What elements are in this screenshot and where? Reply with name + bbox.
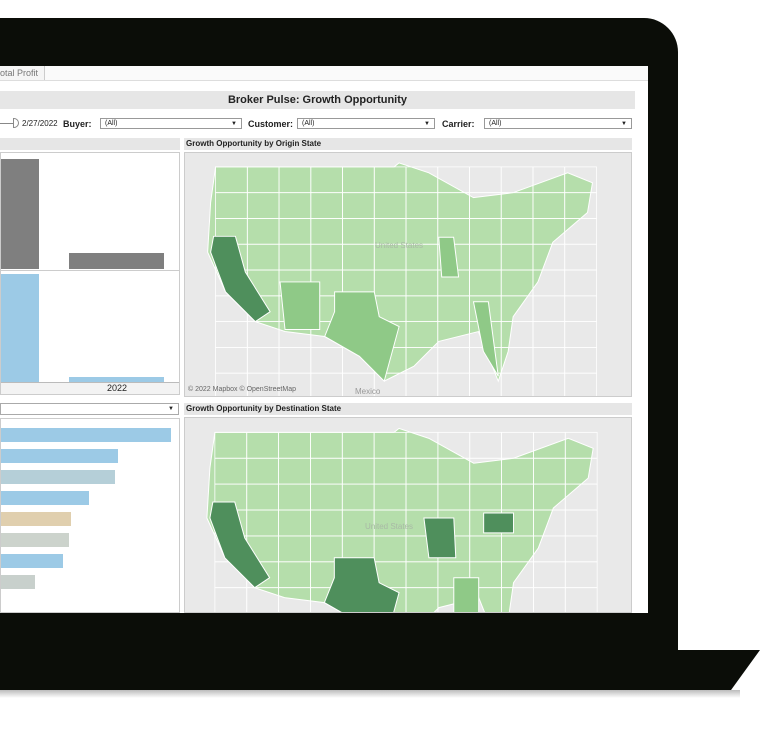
chevron-down-icon: ▼ (621, 121, 627, 127)
buyer-dropdown[interactable]: (All) ▼ (100, 118, 242, 129)
customer-label: Customer: (248, 119, 294, 129)
date-end-label: 2/27/2022 (22, 119, 58, 128)
state-shape[interactable] (423, 517, 457, 559)
hbar[interactable] (1, 533, 69, 547)
state-shape[interactable] (453, 577, 480, 612)
hbar[interactable] (1, 449, 118, 463)
date-slider-handle[interactable] (13, 118, 19, 128)
dashboard-title: Broker Pulse: Growth Opportunity (0, 91, 635, 109)
tab-total-profit[interactable]: otal Profit (0, 66, 46, 80)
state-shape[interactable] (472, 301, 499, 377)
state-region[interactable] (214, 587, 248, 612)
origin-map[interactable]: United States © 2022 Mapbox © OpenStreet… (184, 152, 632, 397)
divider (1, 270, 179, 271)
bar-top-1[interactable] (1, 159, 39, 269)
state-shape[interactable] (323, 557, 400, 612)
hbar[interactable] (1, 554, 63, 568)
state-region[interactable] (437, 347, 470, 374)
carrier-label: Carrier: (442, 119, 475, 129)
state-region[interactable] (564, 372, 597, 396)
state-region[interactable] (564, 535, 598, 563)
origin-map-title: Growth Opportunity by Origin State (184, 138, 632, 150)
date-slider-track[interactable] (0, 123, 15, 124)
state-shape[interactable] (324, 291, 400, 383)
carrier-value: (All) (489, 120, 502, 127)
state-region[interactable] (500, 372, 534, 396)
laptop-base (0, 650, 760, 692)
state-shape[interactable] (483, 512, 515, 534)
hbar[interactable] (1, 512, 71, 526)
laptop-shadow (0, 690, 740, 698)
state-region[interactable] (564, 587, 598, 612)
us-outline (206, 427, 594, 612)
state-region[interactable] (310, 347, 343, 374)
state-region[interactable] (532, 347, 566, 374)
customer-value: (All) (302, 120, 315, 127)
buyer-label: Buyer: (63, 119, 92, 129)
destination-map[interactable]: United States (184, 417, 632, 613)
state-shape[interactable] (209, 501, 271, 589)
hbar[interactable] (1, 470, 115, 484)
left-top-chart: 2022 (0, 152, 180, 395)
state-region[interactable] (564, 321, 597, 348)
customer-dropdown[interactable]: (All) ▼ (297, 118, 435, 129)
state-region[interactable] (437, 372, 470, 396)
hbar[interactable] (1, 428, 171, 442)
state-region[interactable] (564, 509, 598, 537)
state-region[interactable] (469, 166, 502, 194)
carrier-dropdown[interactable]: (All) ▼ (484, 118, 632, 129)
state-region[interactable] (564, 295, 597, 323)
state-region[interactable] (405, 372, 439, 396)
state-region[interactable] (310, 372, 343, 396)
state-region[interactable] (246, 347, 280, 374)
state-shape[interactable] (438, 236, 460, 278)
state-region[interactable] (564, 269, 597, 297)
state-region[interactable] (215, 347, 248, 374)
bar-top-2[interactable] (69, 253, 164, 269)
chevron-down-icon: ▼ (424, 121, 430, 127)
state-region[interactable] (564, 561, 598, 589)
state-region[interactable] (532, 372, 566, 396)
tab-bar: otal Profit (0, 66, 648, 81)
map-label-mexico: Mexico (355, 387, 381, 396)
dashboard-screen: otal Profit Broker Pulse: Growth Opportu… (0, 66, 648, 613)
left-top-header (0, 138, 180, 150)
chevron-down-icon: ▼ (168, 406, 174, 412)
left-bottom-chart (0, 418, 180, 613)
state-region[interactable] (532, 321, 566, 348)
state-region[interactable] (564, 243, 597, 271)
state-region[interactable] (215, 321, 248, 348)
state-region[interactable] (564, 347, 597, 374)
state-region[interactable] (278, 347, 312, 374)
measure-dropdown[interactable]: ▼ (0, 403, 179, 415)
x-axis: 2022 (1, 382, 179, 394)
bar-bottom-1[interactable] (1, 274, 39, 382)
map-attribution: © 2022 Mapbox © OpenStreetMap (188, 386, 296, 393)
state-shape[interactable] (279, 281, 321, 331)
state-shape[interactable] (210, 235, 271, 323)
map-label-united-states: United States (365, 522, 414, 531)
destination-map-title: Growth Opportunity by Destination State (184, 403, 632, 415)
map-label-united-states: United States (375, 241, 424, 250)
us-outline (207, 162, 594, 383)
hbar[interactable] (1, 491, 89, 505)
state-region[interactable] (533, 587, 566, 612)
state-region[interactable] (533, 561, 566, 589)
state-region[interactable] (532, 295, 566, 323)
destination-map-svg (206, 427, 598, 612)
state-region[interactable] (469, 431, 502, 459)
hbar[interactable] (1, 575, 35, 589)
chevron-down-icon: ▼ (231, 121, 237, 127)
buyer-value: (All) (105, 120, 118, 127)
origin-map-svg (207, 162, 597, 396)
bar-bottom-2[interactable] (69, 377, 164, 382)
x-tick-label: 2022 (107, 383, 128, 393)
